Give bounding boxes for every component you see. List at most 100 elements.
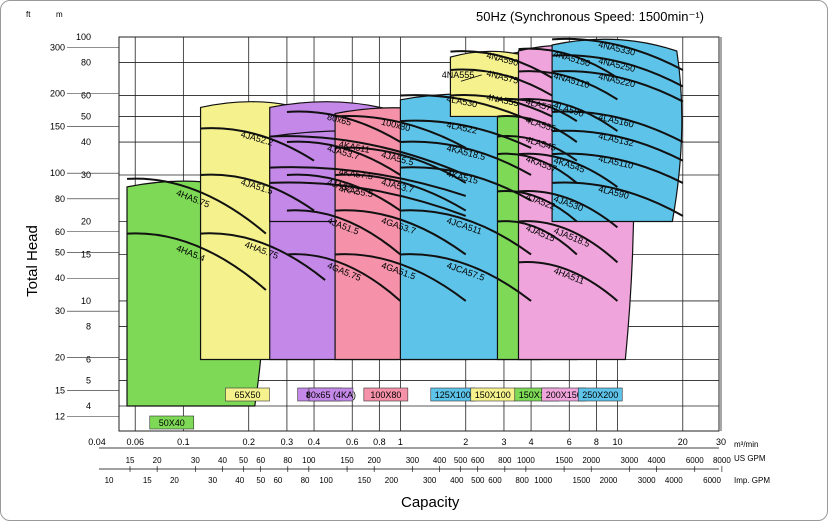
series-tag-label: 150X125 bbox=[519, 390, 555, 400]
impeller-curve bbox=[552, 181, 684, 217]
series-tag-box bbox=[225, 387, 270, 402]
impeller-curve bbox=[552, 54, 684, 88]
x-tick-label-impgpm: 150 bbox=[358, 476, 372, 485]
x-tick-label-impgpm: 100 bbox=[319, 476, 333, 485]
y-tick-label-ft: 100 bbox=[50, 168, 65, 178]
series-tag-box bbox=[308, 387, 354, 402]
y-axis-title: Total Head bbox=[24, 225, 41, 297]
x-unit-impgpm: Imp. GPM bbox=[734, 476, 770, 485]
y-tick-label-ft: 80 bbox=[55, 194, 65, 204]
impeller-curve bbox=[552, 70, 684, 103]
impeller-curve bbox=[200, 232, 326, 281]
impeller-curve bbox=[497, 220, 578, 256]
x-tick-label-usgpm: 8000 bbox=[713, 456, 731, 465]
x-tick-label-m3min: 0.8 bbox=[373, 437, 386, 447]
y-tick-label-m: 100 bbox=[76, 32, 91, 42]
impeller-curve bbox=[450, 68, 553, 97]
x-tick-label-impgpm: 400 bbox=[450, 476, 464, 485]
annotation-label: 4NA555 bbox=[442, 70, 475, 80]
y-tick-label-ft: 20 bbox=[55, 353, 65, 363]
y-tick-label-m: 5 bbox=[86, 375, 91, 385]
series-tag-box bbox=[470, 387, 516, 402]
impeller-curve bbox=[552, 37, 684, 71]
x-tick-label-usgpm: 50 bbox=[239, 456, 248, 465]
impeller-curve bbox=[518, 98, 619, 132]
y-tick-label-ft: 12 bbox=[55, 411, 65, 421]
series-tag-label: 125X100 bbox=[435, 390, 471, 400]
x-tick-label-impgpm: 40 bbox=[235, 476, 244, 485]
x-tick-label-m3min: 2 bbox=[463, 437, 468, 447]
impeller-curve bbox=[400, 94, 532, 123]
series-tag-label: 200X150 bbox=[546, 390, 582, 400]
annotation-arrow bbox=[460, 74, 482, 82]
x-tick-label-usgpm: 1000 bbox=[517, 456, 535, 465]
axes: 4568101520304050608010012152030405060801… bbox=[50, 32, 731, 485]
x-tick-label-m3min: 0.6 bbox=[346, 437, 359, 447]
x-tick-label-usgpm: 60 bbox=[256, 456, 265, 465]
x-tick-label-impgpm: 3000 bbox=[638, 476, 656, 485]
y-tick-label-m: 4 bbox=[86, 401, 91, 411]
series-tag-label: 50X40 bbox=[159, 418, 185, 428]
impeller-curve bbox=[269, 181, 467, 217]
x-tick-label-impgpm: 500 bbox=[471, 476, 485, 485]
y-tick-label-m: 40 bbox=[81, 137, 91, 147]
x-tick-label-impgpm: 300 bbox=[423, 476, 437, 485]
impeller-curve bbox=[286, 209, 402, 256]
y-tick-label-m: 20 bbox=[81, 217, 91, 227]
x-tick-label-m3min: 0.3 bbox=[281, 437, 294, 447]
impeller-curve bbox=[552, 152, 684, 184]
series-tag-label: 250X200 bbox=[582, 390, 618, 400]
y-tick-label-m: 30 bbox=[81, 170, 91, 180]
y-tick-label-ft: 200 bbox=[50, 89, 65, 99]
x-tick-label-m3min: 4 bbox=[529, 437, 534, 447]
x-tick-label-usgpm: 6000 bbox=[686, 456, 704, 465]
x-tick-label-impgpm: 30 bbox=[208, 476, 217, 485]
x-tick-label-usgpm: 2000 bbox=[582, 456, 600, 465]
series-tag-box bbox=[149, 415, 195, 430]
x-tick-label-usgpm: 4000 bbox=[648, 456, 666, 465]
impeller-curve bbox=[286, 173, 401, 212]
x-tick-label-m3min: 10 bbox=[612, 437, 622, 447]
impeller-curve bbox=[335, 173, 467, 212]
impeller-curve bbox=[200, 127, 315, 162]
y-unit-ft: ft bbox=[26, 10, 31, 19]
x-tick-label-usgpm: 600 bbox=[471, 456, 485, 465]
x-tick-label-impgpm: 800 bbox=[515, 476, 529, 485]
y-tick-label-ft: 40 bbox=[55, 273, 65, 283]
impeller-curve bbox=[400, 253, 532, 302]
x-tick-label-usgpm: 20 bbox=[153, 456, 162, 465]
impeller-curve bbox=[126, 177, 267, 235]
y-tick-label-m: 6 bbox=[86, 355, 91, 365]
impeller-curves bbox=[126, 37, 684, 302]
impeller-curve bbox=[518, 261, 619, 302]
x-tick-label-usgpm: 200 bbox=[367, 456, 381, 465]
y-tick-label-m: 80 bbox=[81, 58, 91, 68]
series-tag-box bbox=[577, 387, 623, 402]
x-tick-label-usgpm: 800 bbox=[498, 456, 512, 465]
series-tag-label: 150X100 bbox=[475, 390, 511, 400]
x-tick-label-impgpm: 200 bbox=[385, 476, 399, 485]
x-tick-label-m3min: 30 bbox=[716, 437, 726, 447]
impeller-curve bbox=[497, 190, 578, 223]
impeller-curve bbox=[497, 134, 578, 162]
y-tick-label-ft: 15 bbox=[55, 386, 65, 396]
impeller-curve bbox=[518, 190, 619, 229]
curve-label: 4KA57.5 bbox=[338, 167, 374, 182]
x-tick-label-m3min: 0.04 bbox=[88, 437, 106, 447]
x-tick-label-m3min: 0.2 bbox=[242, 437, 255, 447]
x-tick-label-usgpm: 300 bbox=[406, 456, 420, 465]
impeller-curve bbox=[497, 152, 578, 184]
x-tick-label-m3min: 1 bbox=[398, 437, 403, 447]
impeller-curve bbox=[518, 70, 618, 101]
impeller-curve bbox=[335, 115, 467, 149]
impeller-curve bbox=[400, 140, 532, 176]
y-unit-m: m bbox=[56, 10, 63, 19]
x-tick-label-impgpm: 60 bbox=[273, 476, 282, 485]
impeller-curve bbox=[200, 173, 315, 212]
x-tick-label-m3min: 0.1 bbox=[177, 437, 190, 447]
series-tag-box bbox=[363, 387, 409, 402]
impeller-curve bbox=[126, 232, 267, 291]
x-tick-label-impgpm: 50 bbox=[256, 476, 265, 485]
x-tick-label-impgpm: 80 bbox=[301, 476, 310, 485]
